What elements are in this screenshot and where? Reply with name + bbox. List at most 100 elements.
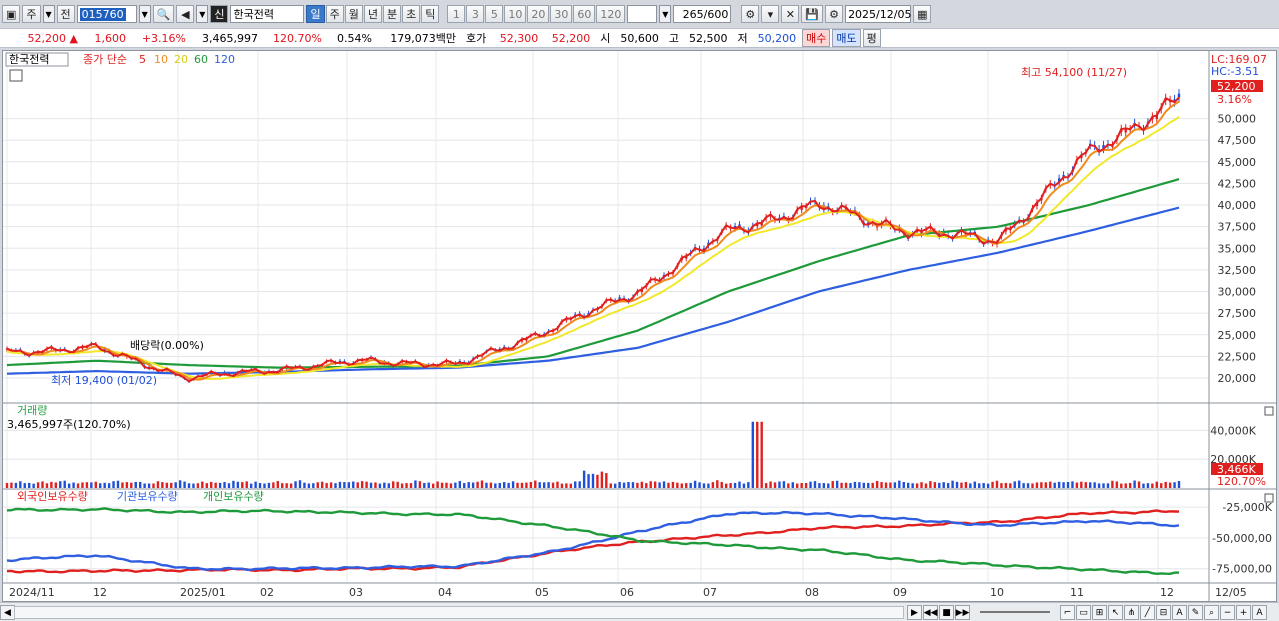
tools-icon[interactable]: ⚙: [741, 5, 760, 23]
volume-bar: [680, 483, 683, 488]
tab-minute-1[interactable]: 1: [447, 5, 466, 23]
volume-bar: [383, 482, 386, 488]
arrow-tool-icon[interactable]: ↖: [1108, 605, 1123, 620]
zoom-out-icon[interactable]: −: [1220, 605, 1235, 620]
tab-period-6[interactable]: 틱: [421, 5, 440, 23]
window-icon[interactable]: ▣: [2, 5, 21, 23]
tab-minute-60[interactable]: 60: [573, 5, 596, 23]
search-icon[interactable]: 🔍: [152, 5, 175, 23]
volume-y-label: 40,000K: [1210, 424, 1256, 437]
scroll-left-icon[interactable]: ◀: [0, 605, 15, 620]
sell-button[interactable]: 매도: [832, 29, 861, 47]
volume-bar: [516, 482, 519, 488]
candle-body: [1057, 178, 1061, 183]
volume-bar: [338, 481, 342, 488]
volume-bar: [627, 481, 630, 488]
volume-bar: [609, 483, 612, 488]
line-tool-icon[interactable]: ╱: [1140, 605, 1155, 620]
tab-period-4[interactable]: 분: [382, 5, 402, 23]
volume-bar: [258, 483, 262, 488]
speaker-dropdown-icon[interactable]: ▼: [196, 5, 209, 23]
legend-individual: 개인보유수량: [203, 490, 264, 503]
grid-toggle-icon[interactable]: [9, 69, 23, 82]
volume-bar: [223, 481, 226, 488]
draw-tool-icon[interactable]: ⌐: [1060, 605, 1075, 620]
holding-panel-close-icon[interactable]: [1264, 493, 1274, 503]
split-icon[interactable]: ⊟: [1156, 605, 1171, 620]
volume-bar: [356, 482, 359, 488]
window-split-icon[interactable]: ⊞: [1092, 605, 1107, 620]
volume-bar: [960, 482, 963, 488]
play-icon[interactable]: ▶▶: [955, 605, 970, 620]
volume-bar: [951, 480, 954, 488]
volume-bar: [125, 482, 129, 488]
tab-minute-20[interactable]: 20: [527, 5, 550, 23]
stop-icon[interactable]: ■: [939, 605, 954, 620]
tab-period-1[interactable]: 주: [325, 5, 344, 23]
scroll-right-icon[interactable]: ▶: [907, 605, 922, 620]
layout-icon[interactable]: ▭: [1076, 605, 1091, 620]
save-icon[interactable]: 💾: [801, 5, 824, 23]
tab-minute-120[interactable]: 120: [596, 5, 626, 23]
scrollbar[interactable]: [14, 606, 904, 619]
candle-body: [618, 297, 621, 300]
tab-period-0[interactable]: 일: [306, 5, 325, 23]
holding-y-label: -25,000K: [1222, 501, 1272, 514]
candle-body: [756, 223, 759, 227]
font-icon[interactable]: A: [1252, 605, 1267, 620]
volume-bar: [489, 482, 493, 488]
candle-body: [685, 256, 688, 259]
calendar-icon[interactable]: ▦: [913, 5, 932, 23]
tab-period-2[interactable]: 월: [344, 5, 363, 23]
count-field[interactable]: 265/600: [673, 5, 732, 23]
stock-name-field[interactable]: 한국전력: [230, 5, 305, 23]
volume-bar: [1133, 480, 1136, 488]
code-dropdown-icon[interactable]: ▼: [138, 5, 151, 23]
zoom-icon[interactable]: ⌕: [1204, 605, 1219, 620]
x-tick-label: 08: [805, 586, 819, 599]
volume-bar: [1040, 482, 1043, 488]
candle-body: [1177, 93, 1181, 98]
fork-icon[interactable]: ⋔: [1124, 605, 1139, 620]
zoom-in-icon[interactable]: +: [1236, 605, 1251, 620]
date-field[interactable]: 2025/12/05: [845, 5, 911, 23]
minute-dropdown-icon[interactable]: ▼: [659, 5, 672, 23]
pen-icon[interactable]: ✎: [1188, 605, 1203, 620]
volume-bar: [232, 480, 235, 488]
volume-bar: [618, 481, 621, 488]
market-button[interactable]: 주: [22, 5, 41, 23]
volume-bar: [1004, 482, 1008, 488]
tab-period-3[interactable]: 년: [363, 5, 382, 23]
eval-button[interactable]: 평: [862, 29, 881, 47]
tab-minute-30[interactable]: 30: [550, 5, 573, 23]
tab-period-5[interactable]: 초: [402, 5, 421, 23]
volume-bar: [844, 482, 848, 488]
volume-bar: [409, 483, 413, 488]
speaker-icon[interactable]: ◀: [176, 5, 195, 23]
crosshair-icon[interactable]: ✕: [781, 5, 800, 23]
volume-panel-close-icon[interactable]: [1264, 406, 1274, 416]
volume-bar: [1089, 482, 1092, 488]
volume-bar: [978, 483, 981, 488]
tab-minute-10[interactable]: 10: [504, 5, 527, 23]
tools-dropdown-icon[interactable]: ▾: [761, 5, 780, 23]
prev-button[interactable]: 전: [56, 5, 75, 23]
volume-bar: [858, 482, 861, 488]
tab-minute-5[interactable]: 5: [485, 5, 504, 23]
zoom-slider[interactable]: [980, 611, 1050, 613]
volume-bar: [369, 482, 373, 488]
chart-area[interactable]: 50,000 47,500 45,000 42,500 40,000 37,500 35,0…: [2, 50, 1277, 602]
rewind-icon[interactable]: ◀◀: [923, 605, 938, 620]
chart-svg[interactable]: 50,000 47,500 45,000 42,500 40,000 37,500 35,0…: [3, 51, 1276, 601]
text-tool-icon[interactable]: A: [1172, 605, 1187, 620]
volume-bar: [210, 481, 213, 488]
buy-button[interactable]: 매수: [802, 29, 831, 47]
minute-custom-input[interactable]: [627, 5, 658, 23]
gear-icon[interactable]: ⚙: [825, 5, 844, 23]
volume-bar: [1035, 482, 1039, 488]
up-arrow-icon: ▲: [69, 31, 78, 45]
tab-minute-3[interactable]: 3: [466, 5, 485, 23]
chevron-down-icon[interactable]: ▼: [42, 5, 55, 23]
volume-bar: [143, 483, 146, 488]
code-input[interactable]: 015760: [76, 5, 137, 23]
